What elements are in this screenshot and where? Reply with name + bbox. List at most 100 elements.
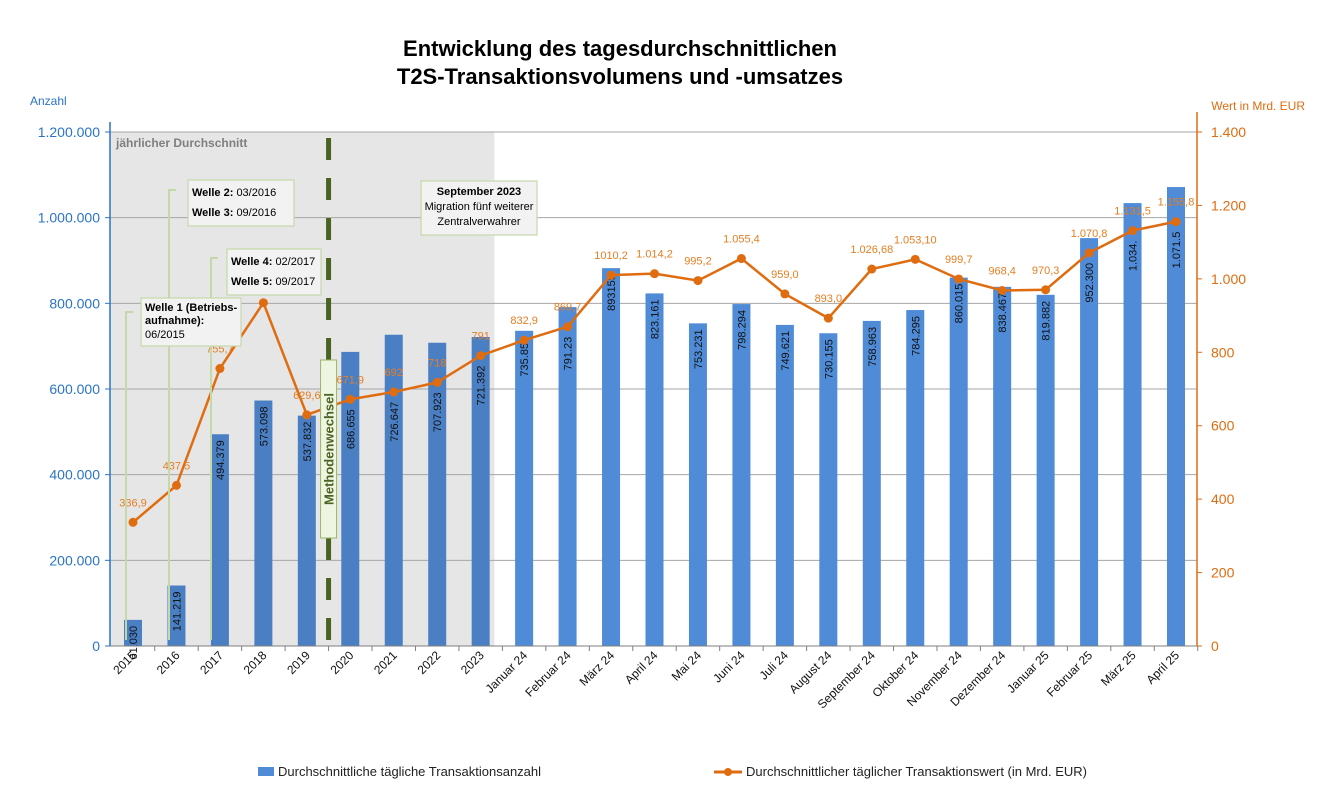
bar-label: 61.030 xyxy=(128,626,140,660)
method-change-label: Methodenwechsel xyxy=(322,393,337,505)
line-label: 970,3 xyxy=(1032,265,1060,277)
bar xyxy=(1167,187,1185,646)
x-tick-label: Juni 24 xyxy=(710,648,747,685)
x-tick-label: 2022 xyxy=(415,648,444,677)
legend-bar-swatch xyxy=(258,767,274,776)
x-tick-label: März 25 xyxy=(1098,648,1139,689)
line-point xyxy=(171,480,181,490)
bar-label: 791.23 xyxy=(563,337,575,371)
x-tick-label: 2023 xyxy=(458,648,487,677)
bar-label: 749.621 xyxy=(780,331,792,371)
y-right-tick-label: 1.200 xyxy=(1211,197,1246,213)
bar xyxy=(558,307,577,646)
y-right-tick-label: 800 xyxy=(1211,344,1235,360)
line-label: 869,7 xyxy=(554,302,582,314)
x-tick-label: Juli 24 xyxy=(757,648,792,683)
bar xyxy=(1123,203,1142,646)
bar-label: 1.034. xyxy=(1128,241,1140,272)
line-point xyxy=(519,335,529,345)
line-point xyxy=(345,394,355,404)
annotation-box xyxy=(420,180,538,236)
line-label: 1.014,2 xyxy=(636,249,673,261)
bar xyxy=(471,337,490,646)
y-right-tick-label: 0 xyxy=(1211,638,1219,654)
y-right-tick-label: 1.000 xyxy=(1211,271,1246,287)
bar-label: 1.071.5 xyxy=(1171,232,1183,269)
x-tick-label: 2019 xyxy=(284,648,313,677)
line-point xyxy=(954,274,964,284)
annotation-wave1-bold: Welle 1 (Betriebs- xyxy=(145,302,237,314)
y-left-tick-label: 0 xyxy=(92,638,100,654)
x-tick-label: 2018 xyxy=(241,648,270,677)
y-left-tick-label: 800.000 xyxy=(49,295,100,311)
annotation-box xyxy=(140,297,242,347)
annotation-leader xyxy=(168,189,176,640)
line-label: 893,0 xyxy=(815,293,843,305)
y-axis-right-label: Wert in Mrd. EUR xyxy=(1211,99,1305,113)
bar xyxy=(210,434,229,646)
bar-label: 735.856 xyxy=(519,337,531,377)
line-point xyxy=(1041,285,1051,295)
line-point xyxy=(997,285,1007,295)
line-point xyxy=(606,270,616,280)
annotation-sep2023-line2: Zentralverwahrer xyxy=(437,216,520,228)
bar-label: 721.392 xyxy=(476,366,488,406)
bar xyxy=(341,351,360,646)
line-label: 336,9 xyxy=(119,497,147,509)
line-point xyxy=(910,254,920,264)
line-label: 1.131,5 xyxy=(1114,206,1151,218)
annotation-box xyxy=(187,179,295,227)
line-label: 968,4 xyxy=(988,265,1016,277)
legend-line-label: Durchschnittlicher täglicher Transaktion… xyxy=(746,764,1087,779)
y-left-tick-label: 1.000.000 xyxy=(38,210,100,226)
line-point xyxy=(1171,217,1181,227)
x-tick-label: 2017 xyxy=(197,648,226,677)
bar xyxy=(297,415,316,646)
line-point xyxy=(1128,226,1138,236)
chart-title-line1: Entwicklung des tagesdurchschnittlichen xyxy=(403,36,837,61)
bar xyxy=(862,320,881,646)
line-point xyxy=(389,387,399,397)
x-tick-label: 2021 xyxy=(371,648,400,677)
bar xyxy=(254,400,273,646)
bar xyxy=(732,304,751,646)
y-left-tick-label: 1.200.000 xyxy=(38,124,100,140)
line-point xyxy=(128,517,138,527)
annotation-sep2023-line1: Migration fünf weiterer xyxy=(425,201,534,213)
bar xyxy=(645,293,664,646)
bar-label: 798.294 xyxy=(736,310,748,350)
annotation-wave3: Welle 3: 09/2016 xyxy=(192,207,276,219)
bar-label: 686.655 xyxy=(345,409,357,449)
bar xyxy=(167,585,186,646)
line-label: 1.055,4 xyxy=(723,234,760,246)
bar-label: 819.882 xyxy=(1041,301,1053,341)
line-label: 791 xyxy=(471,331,489,343)
bar xyxy=(906,310,925,646)
legend-line-marker xyxy=(724,768,732,776)
x-tick-label: April 24 xyxy=(622,648,661,687)
line-point xyxy=(736,254,746,264)
bar xyxy=(124,619,142,646)
line-point xyxy=(650,269,659,279)
x-tick-label: April 25 xyxy=(1143,648,1182,687)
line-point xyxy=(780,289,790,299)
line-label: 1.026,68 xyxy=(850,244,893,256)
bar xyxy=(515,330,534,646)
bar-label: 707.923 xyxy=(432,392,444,432)
annotation-sep2023-title: September 2023 xyxy=(437,186,521,198)
line-point xyxy=(823,313,833,323)
bar xyxy=(949,277,968,646)
bar-label: 730.155 xyxy=(823,339,835,379)
line-label: 999,7 xyxy=(945,254,973,266)
bar xyxy=(688,323,707,646)
line-label: 692 xyxy=(385,367,403,379)
y-right-tick-label: 400 xyxy=(1211,491,1235,507)
bar xyxy=(775,324,794,646)
y-right-tick-label: 1.400 xyxy=(1211,124,1246,140)
legend-bar-label: Durchschnittliche tägliche Transaktionsa… xyxy=(278,764,541,779)
legend: Durchschnittliche tägliche Transaktionsa… xyxy=(258,764,1087,779)
bar-label: 823.161 xyxy=(650,299,662,339)
annotation-wave5: Welle 5: 09/2017 xyxy=(231,276,315,288)
bar-label: 537.832 xyxy=(302,422,314,462)
